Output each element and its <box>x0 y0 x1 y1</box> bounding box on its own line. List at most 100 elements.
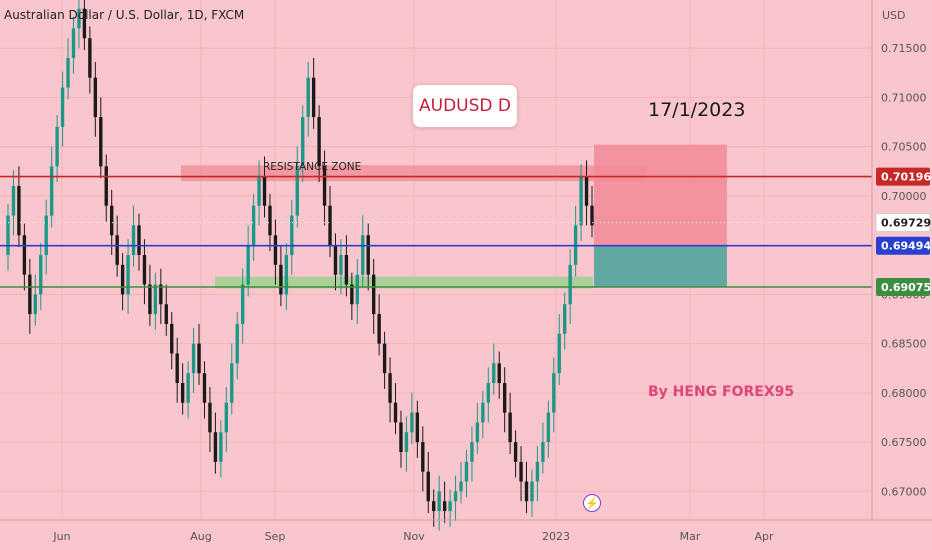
candle <box>137 213 141 271</box>
candle-body <box>191 343 196 374</box>
candle <box>170 312 174 370</box>
candle <box>377 294 381 356</box>
candle-body <box>137 225 141 255</box>
candle <box>546 400 551 458</box>
candle <box>317 105 321 183</box>
candle <box>262 156 267 218</box>
candle-body <box>421 442 425 472</box>
candle <box>421 426 425 492</box>
candle-body <box>584 176 589 206</box>
title-text: AUDUSD D <box>419 96 511 116</box>
candle-body <box>170 323 174 354</box>
candle <box>279 245 283 307</box>
candle-body <box>497 363 501 384</box>
green-price-tag <box>876 277 930 296</box>
candle <box>584 160 589 226</box>
candle <box>508 392 512 454</box>
candle <box>219 420 223 478</box>
candle <box>28 258 32 334</box>
support-zone <box>215 276 593 289</box>
candle-body <box>306 77 310 118</box>
candle-body <box>213 432 218 462</box>
candle-body <box>142 254 147 285</box>
y-tick-label: 0.70500 <box>881 141 927 154</box>
candle <box>492 343 496 395</box>
candle <box>191 327 196 393</box>
y-tick-label: 0.68500 <box>881 338 927 351</box>
candle-body <box>153 284 158 315</box>
candle-body <box>513 442 518 462</box>
resistance-zone-label: RESISTANCE ZONE <box>263 161 362 173</box>
candle <box>442 481 447 523</box>
blue-price-label: 0.69494 <box>881 240 931 253</box>
candle-body <box>110 205 114 236</box>
price-axis-panel[interactable] <box>872 0 932 550</box>
candle-body <box>39 254 43 295</box>
candle <box>322 150 327 226</box>
x-tick-label: Jun <box>52 530 70 543</box>
candle-body <box>82 8 87 39</box>
green-price-label: 0.69075 <box>881 281 931 294</box>
candle-body <box>273 235 278 265</box>
candle <box>350 272 354 320</box>
lightning-bolt-icon[interactable]: ⚡ <box>583 494 601 512</box>
candle <box>333 233 338 291</box>
candle-body <box>317 117 321 167</box>
candle-body <box>486 383 490 403</box>
candle <box>388 357 392 423</box>
last-price-tag <box>875 213 931 233</box>
take-profit-zone <box>594 245 727 287</box>
candle <box>573 205 578 277</box>
candle <box>524 461 529 514</box>
candle-body <box>33 294 37 315</box>
candle-body <box>240 284 245 324</box>
candle <box>557 314 561 385</box>
candle <box>306 61 310 137</box>
candle <box>88 26 92 94</box>
candle-body <box>131 225 136 255</box>
candle-body <box>579 176 583 226</box>
candle-body <box>88 38 92 78</box>
candle-body <box>311 77 316 118</box>
y-tick-label: 0.71000 <box>881 91 927 104</box>
candle-body <box>262 176 267 206</box>
candle-body <box>563 304 567 334</box>
candle <box>230 343 234 415</box>
title-badge: AUDUSD D <box>412 84 518 128</box>
candle-body <box>22 235 27 275</box>
candle-body <box>535 461 540 482</box>
candle <box>186 361 190 419</box>
candle-body <box>17 186 21 236</box>
candle <box>273 219 278 285</box>
candle-body <box>415 412 420 443</box>
candle <box>126 239 130 315</box>
candle <box>371 258 376 334</box>
candle-body <box>464 461 469 482</box>
candle <box>131 205 136 267</box>
x-tick-label: Aug <box>190 530 211 543</box>
candle-layer <box>6 0 594 531</box>
candle <box>39 243 43 311</box>
candle-body <box>6 215 10 255</box>
candle <box>366 223 370 291</box>
candle-body <box>180 383 185 403</box>
candle-body <box>246 245 250 285</box>
candle-body <box>393 402 398 423</box>
candle <box>11 170 16 236</box>
last-price-label: 0.69729 <box>881 217 931 230</box>
candle-body <box>71 28 76 58</box>
candle-body <box>530 481 534 502</box>
symbol-info: Australian Dollar / U.S. Dollar, 1D, FXC… <box>4 8 245 22</box>
candle <box>481 390 485 439</box>
candle <box>459 461 463 504</box>
candle <box>284 243 289 311</box>
candle-body <box>410 412 414 433</box>
author-note: By HENG FOREX95 <box>648 384 795 400</box>
resistance-price-tag <box>876 167 930 186</box>
candle <box>311 57 316 129</box>
candle-body <box>257 176 261 206</box>
candle-body <box>11 186 16 216</box>
candle-body <box>546 412 551 443</box>
